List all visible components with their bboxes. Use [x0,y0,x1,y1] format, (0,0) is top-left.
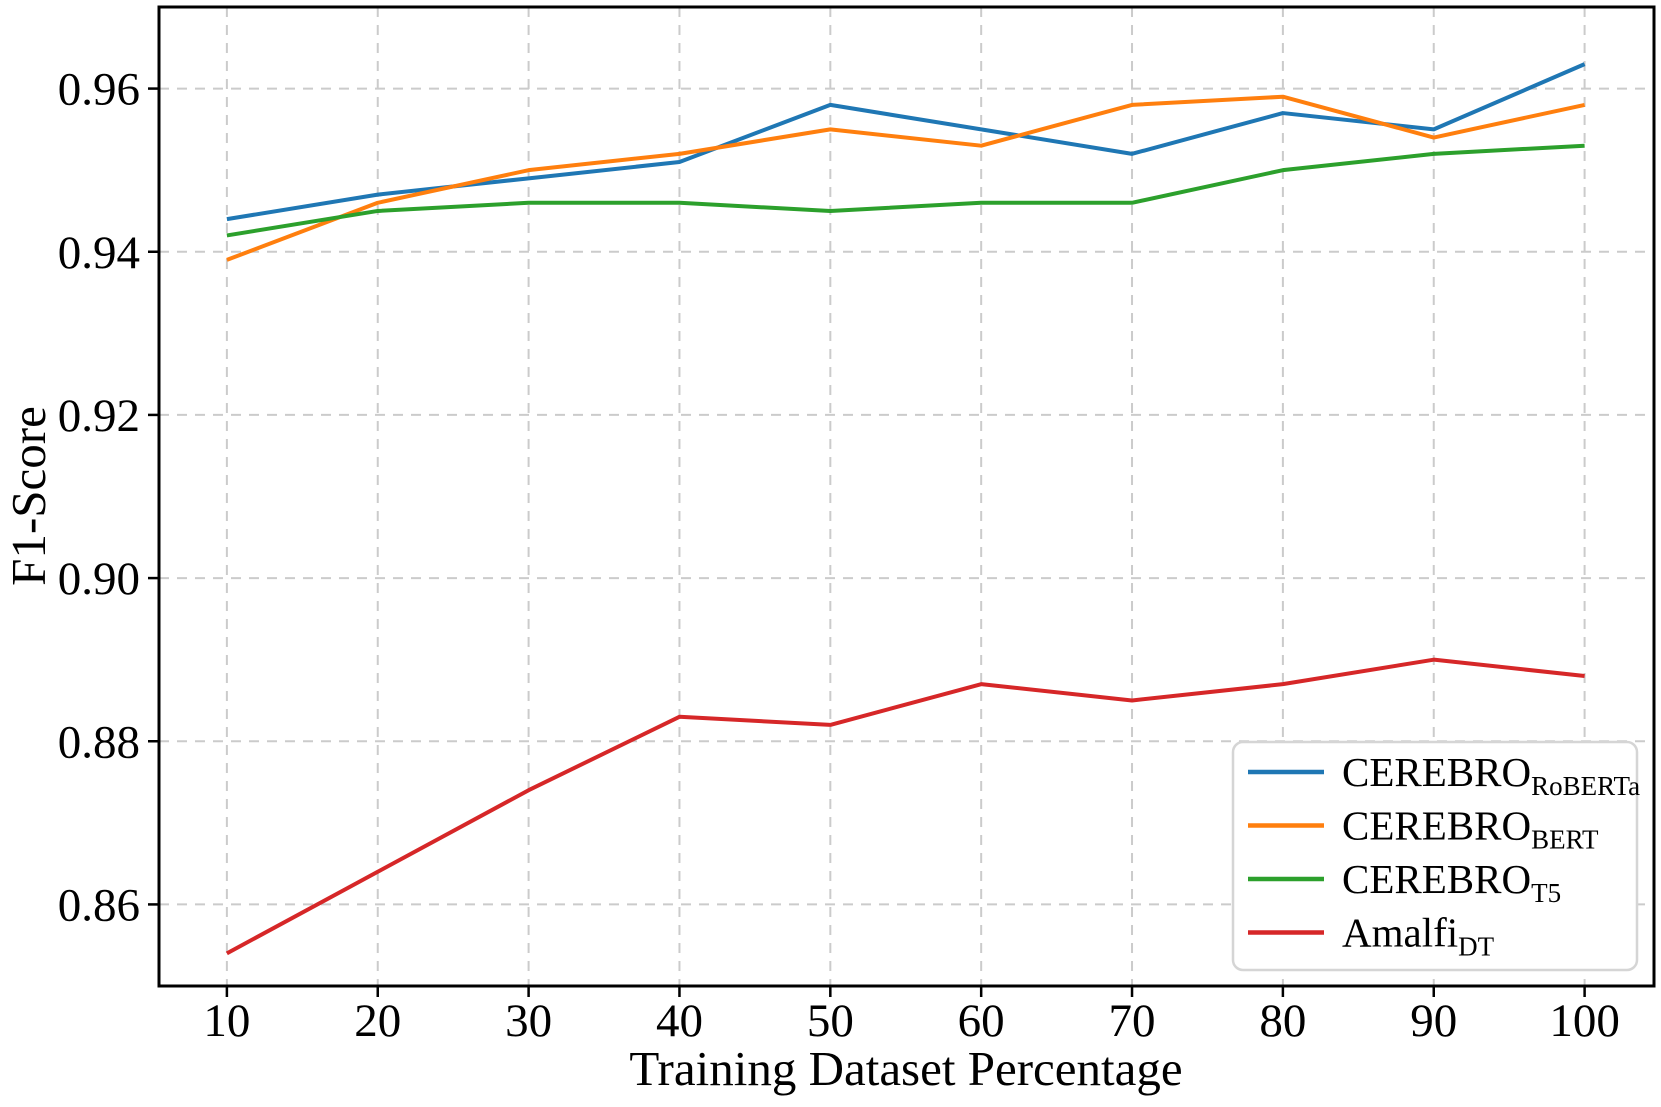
x-tick-label: 50 [807,995,854,1047]
legend-label: CEREBROBERT [1342,803,1599,855]
legend-box [1231,740,1639,972]
legend-item: CEREBROT5 [1248,856,1561,908]
series-line-CEREBRO_BERT [226,94,1586,262]
y-tick-label: 0.92 [58,390,140,442]
legend: CEREBRORoBERTaCEREBROBERTCEREBROT5Amalfi… [1231,740,1640,972]
legend-item: AmalfiDT [1248,910,1495,962]
tick-layer: 10 20 30 40 50 60 70 80 90 100 0.86 0.88 0.90 0.92 0.9… [58,64,1620,1047]
axes-frame [157,5,1656,988]
y-axis-label: F1-Score [1,406,56,586]
y-tick-label: 0.96 [58,64,140,116]
x-tick-label: 20 [354,995,401,1047]
legend-item: CEREBROBERT [1248,803,1599,855]
series-line-CEREBRO_T5 [226,143,1585,238]
y-tick-label: 0.86 [58,879,140,931]
legend-item: CEREBRORoBERTa [1248,749,1640,801]
x-tick-label: 100 [1549,995,1620,1047]
x-axis-label: Training Dataset Percentage [629,1041,1182,1096]
plot-frame [157,5,1656,988]
legend-label: AmalfiDT [1342,910,1495,962]
x-tick-label: 80 [1259,995,1306,1047]
series-layer [225,62,1586,956]
series-line-CEREBRO_RoBERTa [226,62,1586,222]
y-tick-label: 0.90 [58,553,140,605]
y-tick-label: 0.94 [58,227,140,279]
y-tick-label: 0.88 [58,716,140,768]
legend-label: CEREBRORoBERTa [1342,749,1640,801]
legend-label: CEREBROT5 [1342,856,1561,908]
x-tick-label: 90 [1410,995,1457,1047]
series-line-Amalfi_DT [225,657,1585,956]
x-tick-label: 70 [1109,995,1156,1047]
x-tick-label: 60 [958,995,1005,1047]
x-tick-label: 40 [656,995,703,1047]
x-tick-label: 30 [505,995,552,1047]
x-tick-label: 10 [203,995,250,1047]
